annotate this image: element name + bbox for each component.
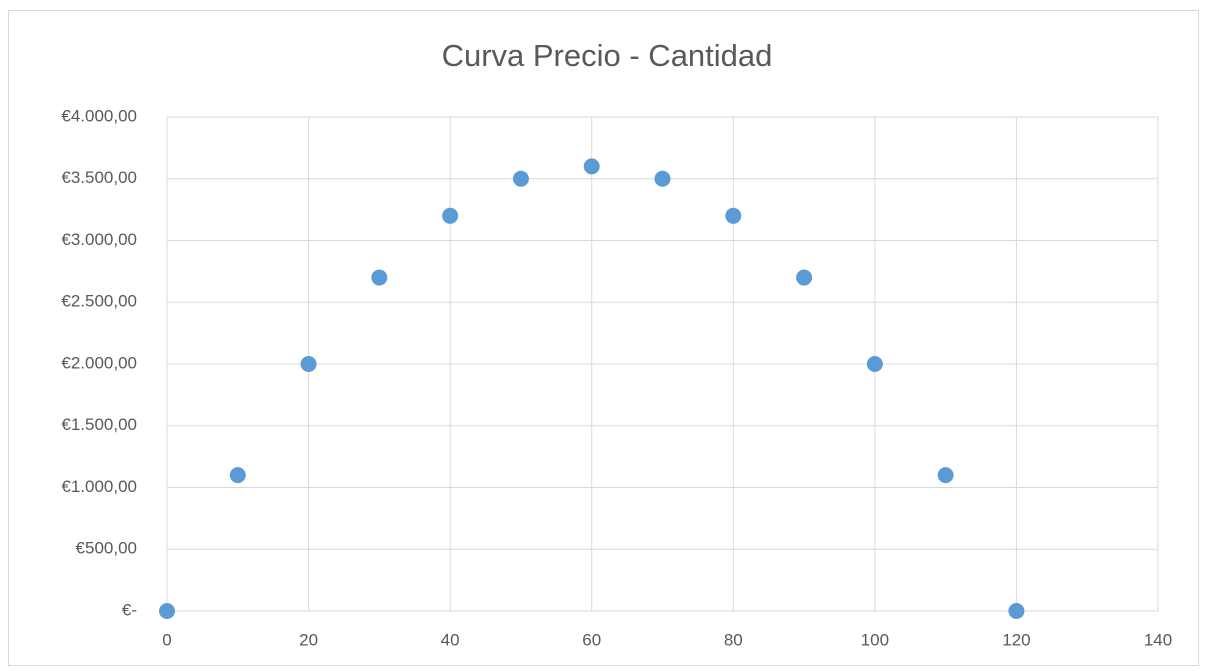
point <box>159 603 175 619</box>
y-tick-label: €4.000,00 <box>61 106 137 125</box>
x-tick-label: 20 <box>299 630 318 649</box>
y-tick-label: €1.000,00 <box>61 477 137 496</box>
point <box>796 269 813 286</box>
chart-frame <box>8 10 1199 666</box>
x-tick-label: 140 <box>1144 630 1172 649</box>
y-tick-label: €2.000,00 <box>61 353 137 372</box>
x-tick-label: 80 <box>724 630 743 649</box>
point <box>371 269 388 286</box>
y-tick-label: €2.500,00 <box>61 292 137 311</box>
point <box>583 158 600 175</box>
y-tick-label: €500,00 <box>76 539 137 558</box>
point <box>442 207 459 224</box>
point <box>654 170 671 187</box>
y-tick-label: €3.000,00 <box>61 230 137 249</box>
point <box>512 170 529 187</box>
x-tick-label: 60 <box>582 630 601 649</box>
point <box>725 207 742 224</box>
point <box>229 467 246 484</box>
point <box>937 467 954 484</box>
x-tick-label: 100 <box>861 630 889 649</box>
y-tick-label: €1.500,00 <box>61 415 137 434</box>
y-tick-label: €- <box>122 600 137 619</box>
point <box>866 356 883 372</box>
point <box>300 356 317 372</box>
x-tick-label: 120 <box>1002 630 1030 649</box>
y-tick-label: €3.500,00 <box>61 168 137 187</box>
x-tick-label: 40 <box>441 630 460 649</box>
point <box>1008 603 1025 619</box>
chart-title: Curva Precio - Cantidad <box>442 38 773 73</box>
x-tick-label: 0 <box>162 630 171 649</box>
